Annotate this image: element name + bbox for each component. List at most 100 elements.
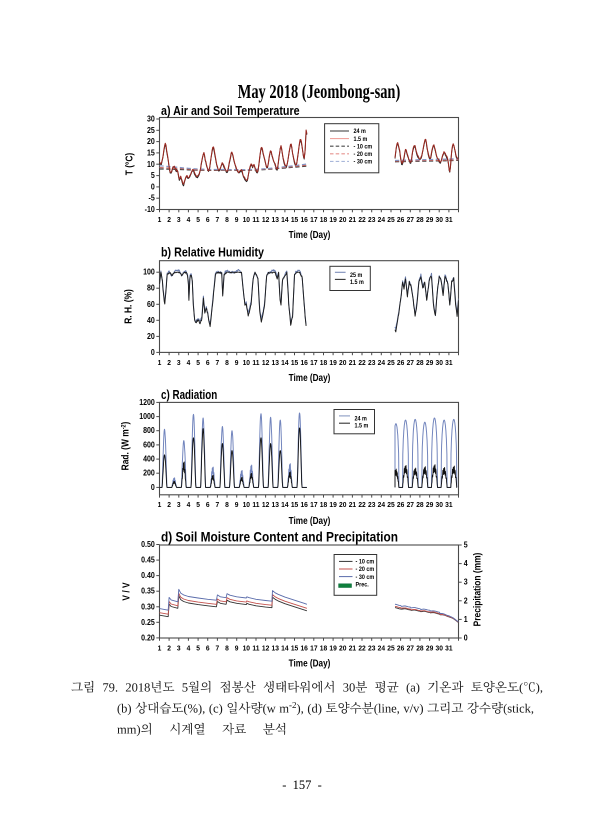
- svg-text:1: 1: [158, 215, 162, 223]
- svg-text:1000: 1000: [139, 412, 155, 421]
- svg-text:20: 20: [147, 137, 155, 146]
- svg-text:0.40: 0.40: [141, 571, 155, 580]
- svg-text:24: 24: [378, 215, 385, 223]
- svg-text:25: 25: [387, 358, 394, 366]
- svg-text:11: 11: [252, 215, 259, 223]
- svg-text:24: 24: [378, 501, 385, 509]
- svg-text:8: 8: [225, 215, 229, 223]
- svg-text:30: 30: [435, 644, 442, 652]
- svg-text:5: 5: [196, 644, 200, 652]
- svg-text:0.50: 0.50: [141, 540, 155, 549]
- svg-text:3: 3: [177, 501, 181, 509]
- svg-text:V / V: V / V: [121, 582, 133, 601]
- svg-text:15: 15: [291, 501, 298, 509]
- svg-text:23: 23: [368, 358, 375, 366]
- svg-text:5: 5: [196, 215, 200, 223]
- svg-text:4: 4: [187, 215, 191, 223]
- svg-text:1: 1: [158, 358, 162, 366]
- svg-text:25: 25: [387, 644, 394, 652]
- svg-text:Time (Day): Time (Day): [289, 657, 331, 669]
- svg-text:16: 16: [300, 501, 307, 509]
- svg-text:28: 28: [416, 215, 423, 223]
- svg-text:12: 12: [262, 215, 269, 223]
- svg-text:24 m: 24 m: [354, 128, 367, 136]
- svg-text:13: 13: [272, 215, 279, 223]
- svg-text:24: 24: [378, 358, 385, 366]
- svg-text:- 157 -: - 157 -: [282, 778, 322, 792]
- svg-text:60: 60: [147, 299, 155, 308]
- svg-text:26: 26: [397, 644, 404, 652]
- svg-text:17: 17: [310, 358, 317, 366]
- svg-text:21: 21: [349, 644, 356, 652]
- svg-text:6: 6: [206, 501, 210, 509]
- svg-text:17: 17: [310, 215, 317, 223]
- svg-text:30: 30: [435, 501, 442, 509]
- svg-text:31: 31: [445, 501, 452, 509]
- svg-text:18: 18: [320, 215, 327, 223]
- svg-text:5: 5: [464, 540, 468, 549]
- svg-text:Precipitation (mm): Precipitation (mm): [472, 553, 484, 627]
- svg-text:15: 15: [147, 148, 155, 157]
- svg-text:3: 3: [177, 215, 181, 223]
- svg-text:20: 20: [339, 644, 346, 652]
- svg-text:28: 28: [416, 501, 423, 509]
- svg-text:29: 29: [426, 358, 433, 366]
- svg-text:26: 26: [397, 215, 404, 223]
- svg-text:11: 11: [252, 358, 259, 366]
- svg-text:14: 14: [281, 215, 288, 223]
- svg-text:100: 100: [143, 267, 155, 276]
- svg-text:0: 0: [464, 633, 468, 642]
- svg-text:19: 19: [329, 215, 336, 223]
- svg-text:c) Radiation: c) Radiation: [161, 387, 217, 402]
- svg-text:400: 400: [143, 454, 155, 463]
- svg-text:- 30 cm: - 30 cm: [356, 573, 375, 581]
- svg-text:31: 31: [445, 358, 452, 366]
- svg-text:19: 19: [329, 358, 336, 366]
- svg-text:29: 29: [426, 215, 433, 223]
- svg-text:12: 12: [262, 358, 269, 366]
- svg-text:0.35: 0.35: [141, 586, 155, 595]
- svg-text:31: 31: [445, 215, 452, 223]
- svg-text:29: 29: [426, 644, 433, 652]
- svg-text:27: 27: [407, 215, 414, 223]
- svg-text:9: 9: [235, 644, 239, 652]
- svg-text:1: 1: [158, 644, 162, 652]
- svg-text:13: 13: [272, 358, 279, 366]
- svg-text:30: 30: [435, 358, 442, 366]
- svg-text:0: 0: [151, 348, 155, 357]
- svg-text:8: 8: [225, 644, 229, 652]
- svg-text:14: 14: [281, 644, 288, 652]
- svg-text:20: 20: [339, 358, 346, 366]
- svg-text:- 20 cm: - 20 cm: [356, 566, 375, 574]
- svg-text:18: 18: [320, 358, 327, 366]
- svg-text:6: 6: [206, 358, 210, 366]
- svg-text:2: 2: [464, 596, 468, 605]
- svg-text:7: 7: [216, 358, 220, 366]
- svg-text:-10: -10: [145, 205, 155, 214]
- svg-text:20: 20: [147, 332, 155, 341]
- svg-text:25 m: 25 m: [350, 271, 363, 279]
- svg-text:30: 30: [147, 114, 155, 123]
- svg-text:d) Soil Moisture Content and P: d) Soil Moisture Content and Precipitati…: [161, 530, 398, 545]
- svg-text:13: 13: [272, 644, 279, 652]
- svg-text:25: 25: [387, 501, 394, 509]
- svg-text:28: 28: [416, 358, 423, 366]
- svg-text:14: 14: [281, 501, 288, 509]
- svg-text:10: 10: [243, 644, 250, 652]
- svg-text:0.45: 0.45: [141, 555, 155, 564]
- svg-text:8: 8: [225, 501, 229, 509]
- svg-text:10: 10: [243, 215, 250, 223]
- svg-text:- 10 cm: - 10 cm: [356, 558, 375, 566]
- svg-text:a) Air and Soil Temperature: a) Air and Soil Temperature: [161, 103, 300, 118]
- svg-text:Time (Day): Time (Day): [289, 371, 331, 383]
- svg-text:29: 29: [426, 501, 433, 509]
- svg-text:15: 15: [291, 644, 298, 652]
- svg-text:4: 4: [464, 559, 469, 568]
- svg-text:6: 6: [206, 644, 210, 652]
- svg-text:Time (Day): Time (Day): [289, 514, 331, 526]
- svg-text:9: 9: [235, 215, 239, 223]
- svg-text:22: 22: [358, 358, 365, 366]
- svg-text:18: 18: [320, 501, 327, 509]
- svg-text:4: 4: [187, 358, 191, 366]
- svg-text:1.5 m: 1.5 m: [350, 278, 364, 286]
